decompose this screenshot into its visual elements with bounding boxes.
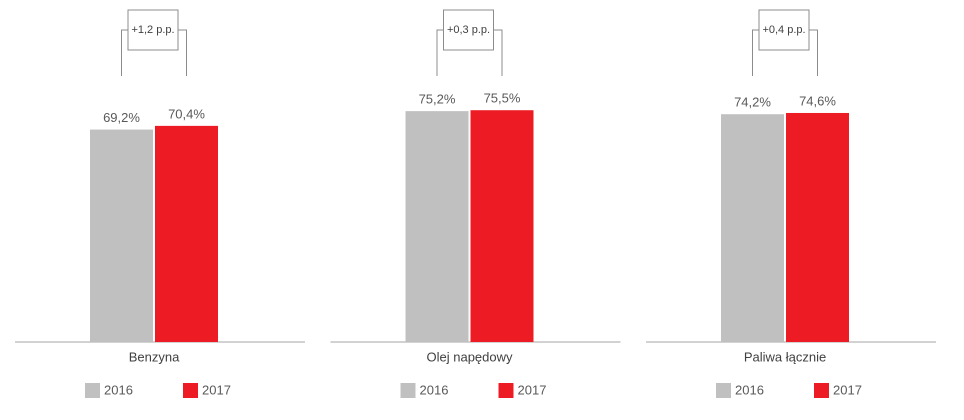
legend-swatch [814,383,829,398]
value-label: 75,2% [419,92,456,107]
value-label: 70,4% [168,106,205,121]
legend-swatch [716,383,731,398]
legend-swatch [400,383,416,398]
bracket [436,29,503,76]
bar [90,129,153,342]
annotation-box [443,9,494,51]
annotation: +0,4 p.p. [762,24,805,36]
value-label: 74,6% [799,93,836,108]
value-label: 69,2% [103,110,140,125]
legend-label: 2017 [202,382,231,397]
legend-label: 2017 [833,382,862,397]
legend-label: 2016 [735,382,764,397]
bar [470,110,534,342]
bar [721,114,784,343]
bar [786,112,849,342]
category-label: Olej napędowy [427,349,513,364]
legend-swatch [85,383,100,398]
legend-label: 2016 [104,382,133,397]
annotation: +0,3 p.p. [447,24,490,36]
category-label: Paliwa łącznie [744,349,826,364]
annotation: +1,2 p.p. [131,24,174,36]
bracket [121,29,187,76]
bar [405,111,469,342]
legend-swatch [498,383,514,398]
legend-label: 2017 [518,382,547,397]
category-label: Benzyna [129,349,180,364]
legend-swatch [183,383,198,398]
value-label: 75,5% [484,91,521,106]
value-label: 74,2% [734,95,771,110]
annotation-box [758,9,810,51]
bracket [752,29,818,76]
legend-label: 2016 [420,382,449,397]
bar [155,125,218,342]
annotation-box [127,9,179,51]
